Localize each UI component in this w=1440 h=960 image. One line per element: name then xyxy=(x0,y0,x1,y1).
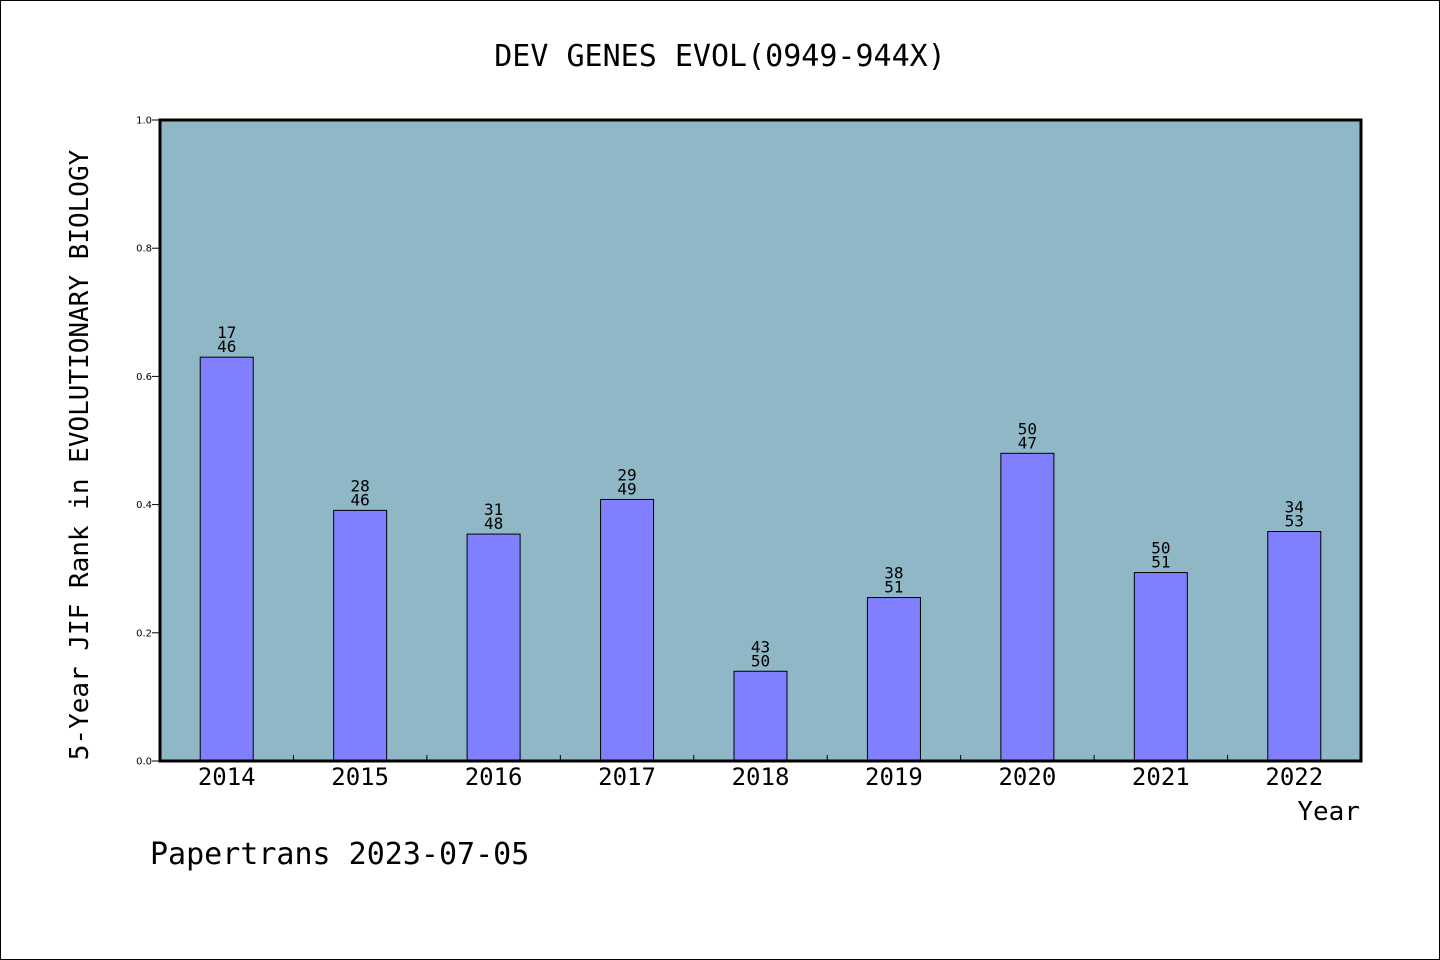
y-tick-label: 0.4 xyxy=(136,500,152,511)
bar-2016 xyxy=(466,533,521,762)
x-tick-label: 2016 xyxy=(465,763,523,791)
y-tick-label: 0.8 xyxy=(136,244,152,255)
y-tick-label: 0.0 xyxy=(136,757,152,768)
bar-rank-label: 43 xyxy=(751,637,770,656)
x-tick-label: 2020 xyxy=(998,763,1056,791)
bar-total-label: 51 xyxy=(1151,553,1170,572)
x-tick-label: 2018 xyxy=(732,763,790,791)
x-tick-label: 2021 xyxy=(1132,763,1190,791)
bar-rank-label: 28 xyxy=(351,476,370,495)
x-tick-label: 2019 xyxy=(865,763,923,791)
bar-total-label: 47 xyxy=(1018,433,1037,452)
bar-2018 xyxy=(733,670,788,762)
x-axis-ticks: 2014 2015 2016 2017 2018 2019 2020 2021 2022 xyxy=(198,755,1323,791)
bar-total-label: 50 xyxy=(751,651,770,670)
y-tick-label: 1.0 xyxy=(136,116,152,127)
bar-total-label: 46 xyxy=(351,490,370,509)
x-tick-label: 2017 xyxy=(598,763,656,791)
y-tick-label: 0.2 xyxy=(136,628,152,639)
bar-2020 xyxy=(1000,452,1055,762)
bar-rank-label: 29 xyxy=(617,465,636,484)
y-tick-label: 0.6 xyxy=(136,372,152,383)
bar-rank-label: 38 xyxy=(884,564,903,583)
chart-title: DEV GENES EVOL(0949-944X) xyxy=(494,39,946,74)
bar-2015 xyxy=(333,509,388,762)
bar-total-label: 48 xyxy=(484,514,503,533)
bar-total-label: 46 xyxy=(217,337,236,356)
y-axis-label: 5-Year JIF Rank in EVOLUTIONARY BIOLOGY xyxy=(65,149,95,760)
bar-total-label: 49 xyxy=(617,479,636,498)
bars-group xyxy=(199,356,1322,762)
bar-2017 xyxy=(600,498,655,762)
plot-border xyxy=(158,118,1363,763)
bar-total-label: 51 xyxy=(884,578,903,597)
bar-2019 xyxy=(866,597,921,762)
x-tick-label: 2022 xyxy=(1265,763,1323,791)
bar-total-label: 53 xyxy=(1285,512,1304,531)
bar-rank-label: 50 xyxy=(1018,419,1037,438)
bar-rank-label: 17 xyxy=(217,323,236,342)
bar-2014 xyxy=(199,356,254,762)
x-tick-label: 2015 xyxy=(331,763,389,791)
x-tick-label: 2014 xyxy=(198,763,256,791)
bar-rank-label: 34 xyxy=(1285,498,1304,517)
bar-2021 xyxy=(1133,572,1188,762)
bar-rank-label: 50 xyxy=(1151,539,1170,558)
x-axis-label: Year xyxy=(1297,797,1360,827)
bar-2022 xyxy=(1267,531,1322,762)
bar-rank-label: 31 xyxy=(484,500,503,519)
footer-credit: Papertrans 2023-07-05 xyxy=(150,837,529,872)
y-axis-ticks: 0.0 0.2 0.4 0.6 0.8 1.0 xyxy=(136,116,160,768)
